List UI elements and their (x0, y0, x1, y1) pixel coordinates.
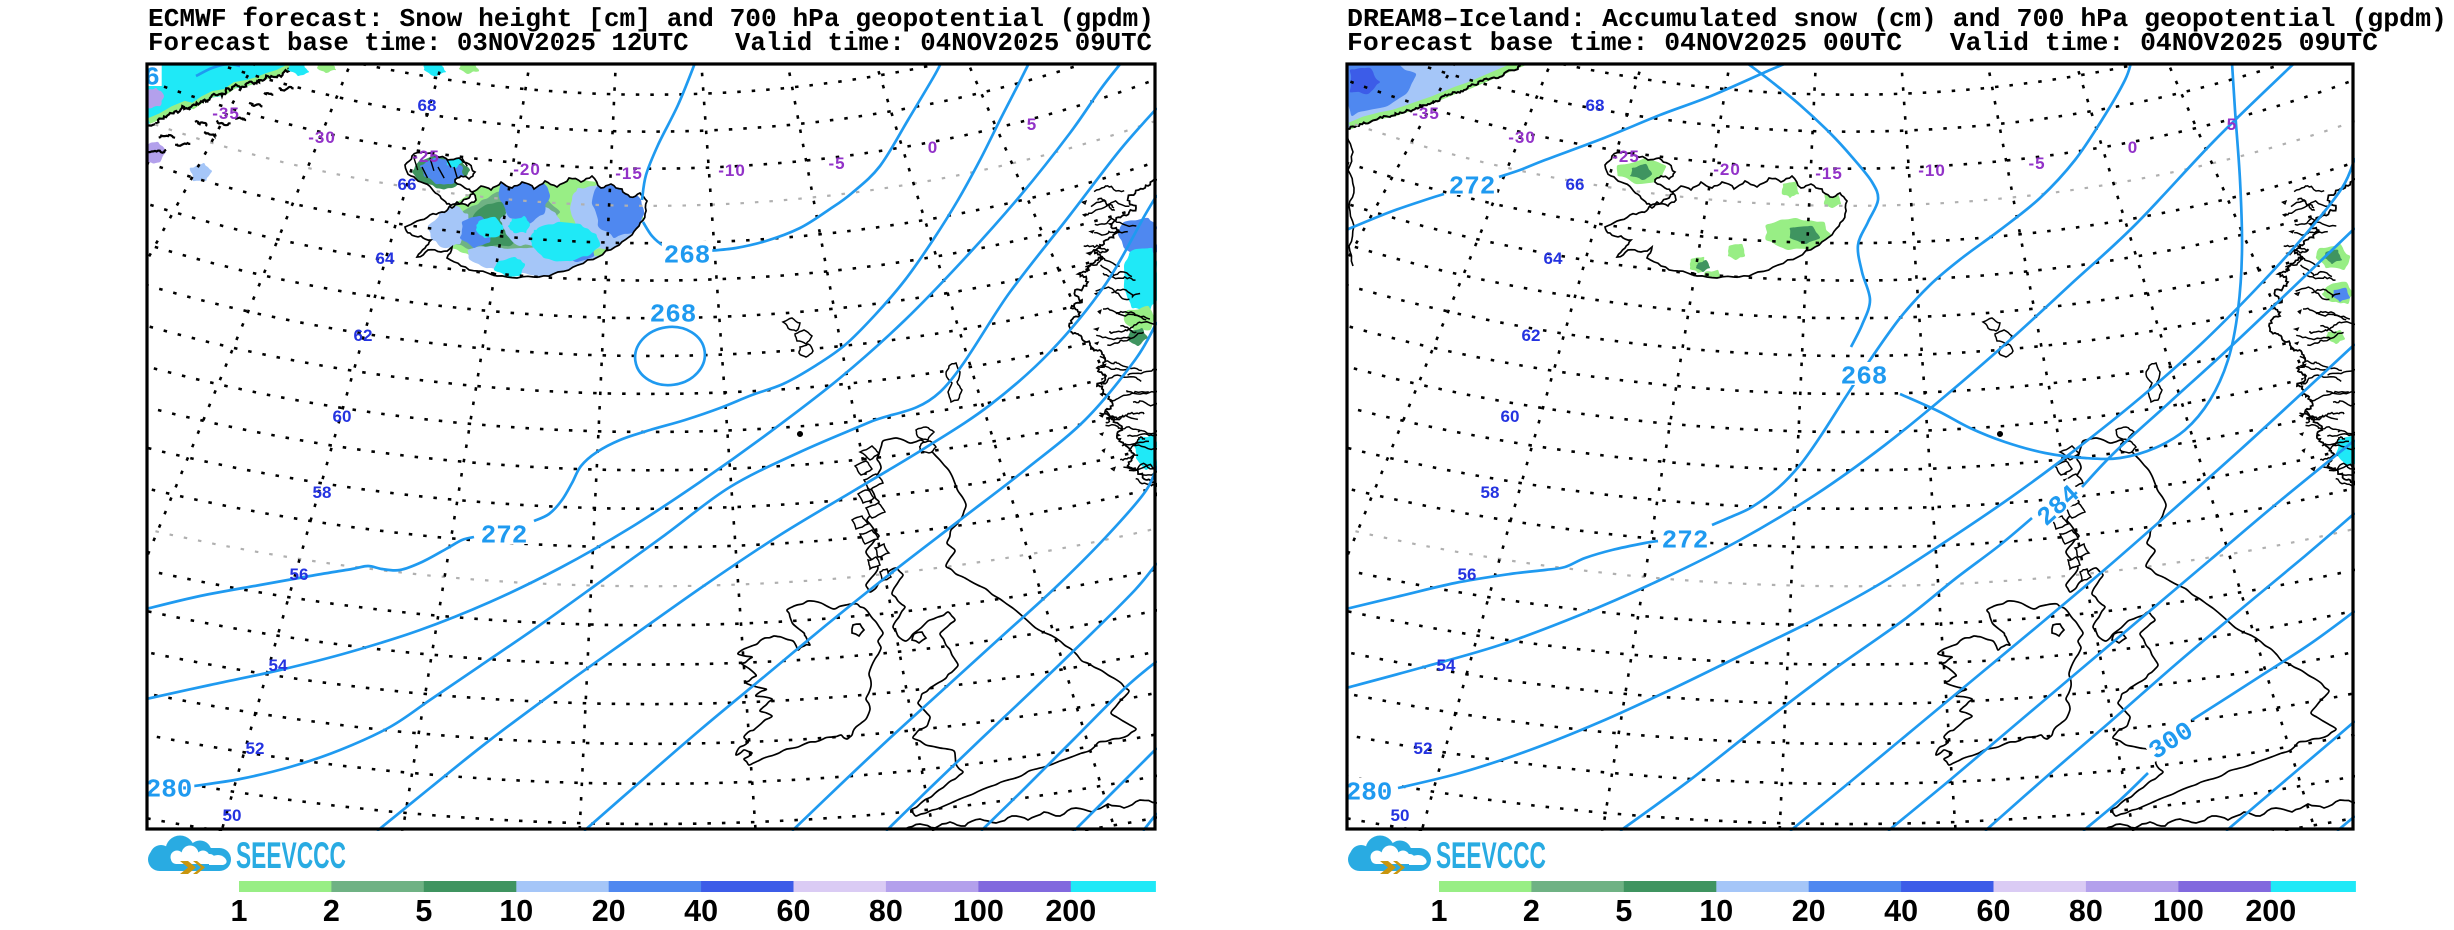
svg-text:280: 280 (1346, 778, 1393, 808)
svg-text:-25: -25 (1612, 147, 1640, 166)
svg-text:-35: -35 (212, 104, 240, 123)
svg-text:40: 40 (1884, 894, 1918, 925)
svg-text:5: 5 (1615, 894, 1632, 925)
svg-text:-35: -35 (1412, 104, 1440, 123)
svg-text:60: 60 (1977, 894, 2011, 925)
svg-text:268: 268 (1841, 362, 1888, 392)
svg-text:10: 10 (499, 894, 533, 925)
svg-text:64: 64 (376, 249, 395, 268)
svg-text:280: 280 (146, 775, 193, 805)
svg-text:2: 2 (1523, 894, 1540, 925)
svg-text:40: 40 (684, 894, 718, 925)
svg-text:52: 52 (246, 739, 265, 758)
svg-text:1: 1 (231, 894, 248, 925)
svg-text:50: 50 (223, 806, 242, 825)
svg-text:50: 50 (1391, 806, 1410, 825)
svg-text:68: 68 (1586, 96, 1605, 115)
svg-text:SEEVCCC: SEEVCCC (236, 835, 346, 876)
svg-text:100: 100 (953, 894, 1004, 925)
svg-text:SEEVCCC: SEEVCCC (1436, 835, 1546, 876)
svg-text:54: 54 (269, 656, 288, 675)
svg-text:68: 68 (418, 96, 437, 115)
svg-text:66: 66 (1566, 175, 1585, 194)
svg-text:-10: -10 (718, 161, 746, 180)
svg-text:268: 268 (664, 241, 711, 271)
svg-text:62: 62 (1522, 326, 1541, 345)
svg-text:200: 200 (1045, 894, 1096, 925)
svg-text:1: 1 (1431, 894, 1448, 925)
svg-text:ECMWF forecast: Snow height [c: ECMWF forecast: Snow height [cm] and 700… (148, 5, 1154, 34)
svg-text:-15: -15 (615, 164, 643, 183)
svg-text:268: 268 (650, 300, 697, 330)
svg-text:-30: -30 (308, 128, 336, 147)
svg-text:5: 5 (1027, 115, 1037, 134)
svg-text:64: 64 (1544, 249, 1563, 268)
svg-text:0: 0 (928, 138, 938, 157)
svg-text:5: 5 (415, 894, 432, 925)
svg-text:20: 20 (592, 894, 626, 925)
svg-text:DREAM8–Iceland: Accumulated sn: DREAM8–Iceland: Accumulated snow (cm) an… (1347, 5, 2447, 34)
svg-text:58: 58 (313, 483, 332, 502)
svg-text:-25: -25 (412, 147, 440, 166)
svg-text:272: 272 (1662, 526, 1709, 556)
svg-text:2: 2 (323, 894, 340, 925)
svg-text:-10: -10 (1918, 161, 1946, 180)
svg-text:Forecast base time: 04NOV2025: Forecast base time: 04NOV2025 00UTC Vali… (1347, 29, 2378, 58)
svg-text:272: 272 (481, 521, 528, 551)
svg-text:20: 20 (1792, 894, 1826, 925)
svg-text:66: 66 (398, 175, 417, 194)
svg-text:60: 60 (333, 407, 352, 426)
svg-text:272: 272 (1449, 172, 1496, 202)
svg-text:80: 80 (2069, 894, 2103, 925)
svg-text:0: 0 (2128, 138, 2138, 157)
svg-text:Forecast base time: 03NOV2025: Forecast base time: 03NOV2025 12UTC Vali… (148, 29, 1152, 58)
svg-text:5: 5 (2227, 115, 2237, 134)
svg-text:62: 62 (354, 326, 373, 345)
svg-text:-15: -15 (1815, 164, 1843, 183)
svg-text:60: 60 (1501, 407, 1520, 426)
svg-text:80: 80 (869, 894, 903, 925)
svg-text:60: 60 (777, 894, 811, 925)
svg-text:54: 54 (1437, 656, 1456, 675)
svg-text:100: 100 (2153, 894, 2204, 925)
svg-text:-5: -5 (828, 154, 845, 173)
svg-text:-20: -20 (513, 160, 541, 179)
svg-text:58: 58 (1481, 483, 1500, 502)
svg-text:52: 52 (1414, 739, 1433, 758)
svg-text:200: 200 (2245, 894, 2296, 925)
svg-text:-5: -5 (2028, 154, 2045, 173)
svg-text:10: 10 (1699, 894, 1733, 925)
svg-text:-30: -30 (1508, 128, 1536, 147)
svg-text:56: 56 (290, 565, 309, 584)
svg-text:-20: -20 (1713, 160, 1741, 179)
svg-text:56: 56 (1458, 565, 1477, 584)
